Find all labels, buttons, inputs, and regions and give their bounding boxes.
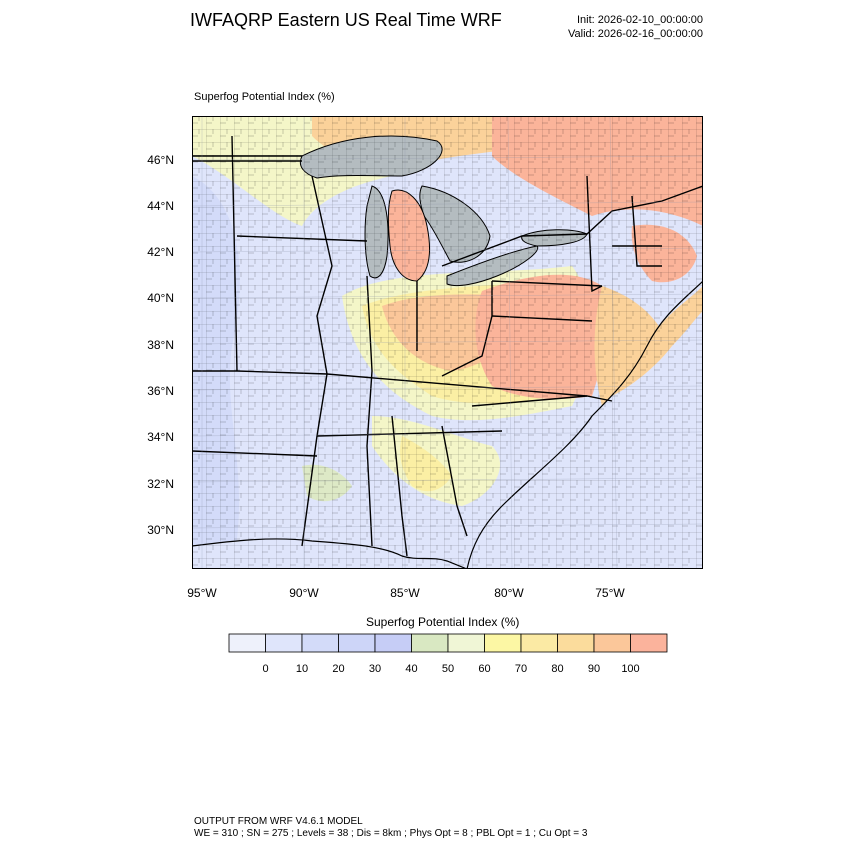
colorbar-swatch (411, 633, 449, 653)
map-panel (192, 116, 703, 569)
lon-label-75: 75°W (595, 586, 625, 600)
colorbar-swatch (630, 633, 668, 653)
colorbar-title: Superfog Potential Index (%) (366, 615, 520, 629)
colorbar-label: 10 (295, 663, 309, 675)
colorbar-label: 0 (262, 663, 269, 675)
coastline-gulf (192, 538, 468, 569)
valid-time: Valid: 2026-02-16_00:00:00 (568, 28, 703, 40)
colorbar-swatch (301, 633, 339, 653)
graticule (192, 116, 703, 569)
colorbar-swatch (338, 633, 376, 653)
canada-border (192, 155, 703, 267)
colorbar (228, 633, 668, 653)
lon-label-90: 90°W (289, 586, 319, 600)
lon-label-85: 85°W (390, 586, 420, 600)
lat-label-40: 40°N (147, 291, 174, 305)
time-info: Init: 2026-02-10_00:00:00 Valid: 2026-02… (568, 13, 703, 41)
footer-line-2: WE = 310 ; SN = 275 ; Levels = 38 ; Dis … (194, 828, 588, 839)
page-title: IWFAQRP Eastern US Real Time WRF (190, 10, 502, 30)
lat-label-38: 38°N (147, 338, 174, 352)
init-time: Init: 2026-02-10_00:00:00 (577, 14, 703, 26)
colorbar-label: 40 (405, 663, 418, 675)
county-lines (192, 116, 703, 569)
colorbar-label: 20 (332, 663, 345, 675)
colorbar-label: 70 (514, 663, 528, 675)
lat-label-32: 32°N (147, 477, 174, 491)
colorbar-swatch (374, 633, 412, 653)
colorbar-swatch (447, 633, 485, 653)
colorbar-label: 100 (621, 663, 640, 675)
lat-label-34: 34°N (147, 430, 174, 444)
lat-label-36: 36°N (147, 384, 174, 398)
lon-label-95: 95°W (187, 586, 217, 600)
colorbar-label: 50 (441, 663, 455, 675)
lat-label-44: 44°N (147, 199, 174, 213)
colorbar-swatch (484, 633, 522, 653)
colorbar-swatch (557, 633, 595, 653)
coastline-atlantic (466, 280, 703, 569)
lat-label-30: 30°N (147, 523, 174, 537)
lon-label-80: 80°W (494, 586, 524, 600)
lat-label-46: 46°N (147, 153, 174, 167)
map-frame (192, 116, 703, 569)
colorbar-swatch (593, 633, 631, 653)
footer-line-1: OUTPUT FROM WRF V4.6.1 MODEL (194, 816, 363, 827)
colorbar-swatch (520, 633, 558, 653)
colorbar-label: 90 (587, 663, 601, 675)
colorbar-label: 30 (368, 663, 382, 675)
colorbar-swatch (265, 633, 303, 653)
map-field-label: Superfog Potential Index (%) (194, 91, 335, 103)
lat-label-42: 42°N (147, 245, 174, 259)
colorbar-label: 80 (551, 663, 564, 675)
colorbar-swatch (228, 633, 266, 653)
model-footer: OUTPUT FROM WRF V4.6.1 MODEL WE = 310 ; … (194, 816, 587, 840)
colorbar-label: 60 (478, 663, 491, 675)
